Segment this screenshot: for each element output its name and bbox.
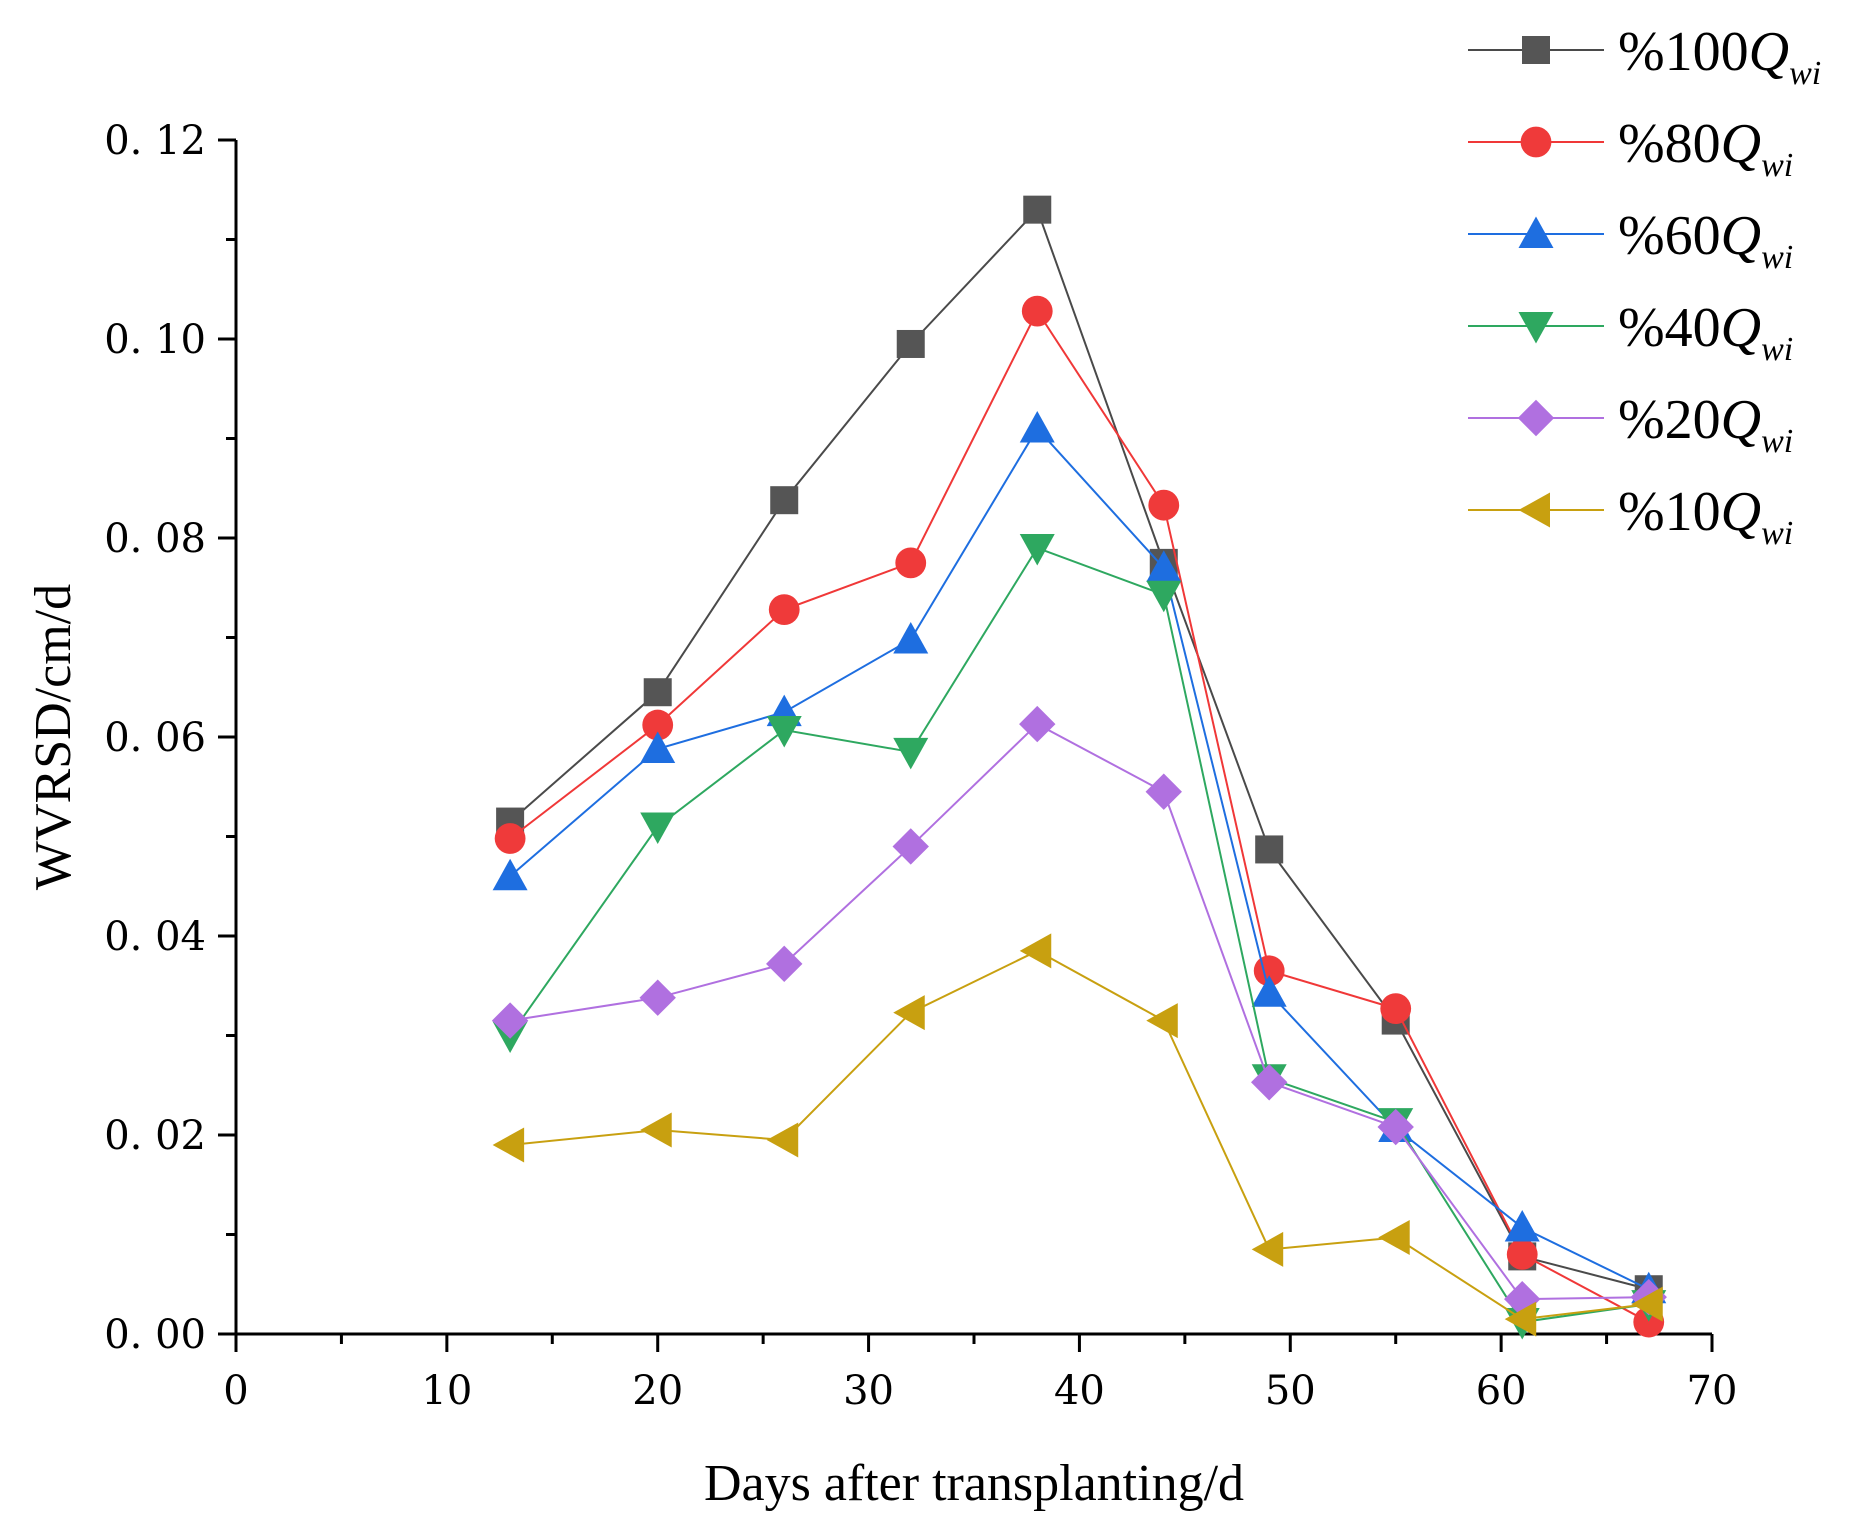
legend-marker	[1522, 36, 1550, 64]
legend-marker	[1518, 216, 1554, 248]
data-point-pct10	[492, 1127, 525, 1163]
data-point-pct80	[1148, 489, 1180, 521]
legend-label: %40Qwi	[1618, 297, 1793, 368]
data-point-pct10	[1504, 1301, 1537, 1337]
legend-marker	[1518, 492, 1550, 528]
data-point-pct10	[893, 995, 925, 1031]
data-point-pct100	[896, 329, 925, 358]
y-tick-label: 0. 08	[104, 516, 206, 562]
legend-marker	[1517, 399, 1555, 437]
legend-marker	[1520, 126, 1552, 158]
x-axis-title: Days after transplanting/d	[704, 1455, 1244, 1512]
data-point-pct40	[766, 716, 802, 748]
data-point-pct80	[494, 823, 526, 854]
legend-label: %20Qwi	[1618, 389, 1793, 460]
x-tick-label: 70	[1687, 1368, 1738, 1414]
series-pct20	[491, 705, 1667, 1318]
x-tick-label: 0	[223, 1368, 248, 1414]
data-point-pct20	[1377, 1108, 1414, 1146]
data-point-pct100	[1023, 195, 1052, 224]
legend-item-pct20: %20Qwi	[1468, 389, 1793, 460]
legend-item-pct100: %100Qwi	[1468, 21, 1821, 92]
legend: %100Qwi %80Qwi %60Qwi %40Qwi %20Qwi %10Qwi	[1468, 21, 1821, 552]
data-point-pct10	[1251, 1231, 1284, 1267]
data-point-pct100	[770, 486, 799, 515]
data-point-pct20	[766, 945, 803, 983]
x-tick-label: 10	[421, 1368, 472, 1414]
data-point-pct10	[1378, 1219, 1410, 1255]
legend-item-pct40: %40Qwi	[1468, 297, 1793, 368]
x-tick-label: 60	[1476, 1368, 1527, 1414]
series-line-pct10	[510, 949, 1649, 1321]
data-point-pct60	[1251, 975, 1287, 1007]
data-point-pct10	[1019, 933, 1052, 969]
y-tick-label: 0. 06	[104, 715, 206, 761]
legend-label: %60Qwi	[1618, 205, 1793, 276]
legend-item-pct10: %10Qwi	[1468, 481, 1793, 552]
series-line-pct20	[509, 722, 1649, 1301]
y-tick-label: 0. 04	[104, 914, 206, 960]
legend-item-pct80: %80Qwi	[1468, 113, 1793, 184]
x-tick-label: 50	[1265, 1368, 1316, 1414]
series-pct40	[492, 533, 1667, 1340]
data-point-pct100	[643, 678, 672, 707]
data-point-pct60	[640, 731, 676, 763]
data-point-pct80	[1380, 993, 1412, 1025]
series-line-pct80	[509, 309, 1650, 1323]
data-point-pct20	[1019, 705, 1056, 743]
legend-label: %100Qwi	[1618, 21, 1821, 92]
x-tick-label: 40	[1054, 1368, 1105, 1414]
data-point-pct80	[1506, 1239, 1538, 1270]
data-point-pct10	[766, 1122, 799, 1158]
data-point-pct60	[1019, 411, 1055, 443]
x-tick-label: 30	[843, 1368, 894, 1414]
data-point-pct10	[640, 1112, 672, 1148]
data-point-pct40	[893, 737, 929, 770]
legend-item-pct60: %60Qwi	[1468, 205, 1793, 276]
data-point-pct60	[1146, 550, 1182, 582]
axes: 0 10 20 30 40 50 60 70 0. 00 0. 02 0. 04 0. 06 0. 08…	[104, 118, 1737, 1414]
data-point-pct10	[1146, 1003, 1178, 1039]
data-point-pct40	[640, 812, 676, 845]
y-tick-label: 0. 00	[104, 1312, 206, 1358]
series-layer	[491, 195, 1667, 1340]
series-line-pct60	[509, 426, 1650, 1291]
legend-label: %10Qwi	[1618, 481, 1793, 552]
data-point-pct40	[1019, 533, 1055, 566]
data-point-pct80	[1021, 295, 1053, 327]
data-point-pct20	[491, 1002, 529, 1039]
data-point-pct20	[1145, 773, 1182, 810]
y-axis-title: WVRSD/cm/d	[25, 584, 82, 890]
x-tick-label: 20	[632, 1368, 683, 1414]
data-point-pct80	[642, 709, 674, 741]
series-pct60	[492, 411, 1667, 1304]
data-point-pct20	[1504, 1280, 1541, 1318]
data-point-pct60	[492, 858, 528, 891]
data-point-pct40	[1146, 580, 1182, 613]
series-pct10	[492, 933, 1663, 1337]
data-point-pct60	[1504, 1210, 1540, 1242]
series-line-pct40	[509, 546, 1649, 1324]
y-tick-label: 0. 12	[104, 118, 206, 164]
data-point-pct60	[893, 621, 929, 654]
y-tick-label: 0. 10	[104, 317, 206, 363]
data-point-pct20	[892, 828, 929, 865]
y-tick-label: 0. 02	[104, 1113, 206, 1159]
data-point-pct20	[639, 979, 676, 1016]
data-point-pct20	[1251, 1064, 1288, 1101]
data-point-pct10	[1631, 1286, 1663, 1322]
data-point-pct100	[1255, 835, 1284, 864]
data-point-pct80	[768, 594, 800, 626]
data-point-pct80	[895, 547, 927, 579]
legend-label: %80Qwi	[1618, 113, 1793, 184]
legend-marker	[1518, 312, 1554, 344]
series-line-pct100	[509, 207, 1649, 1291]
